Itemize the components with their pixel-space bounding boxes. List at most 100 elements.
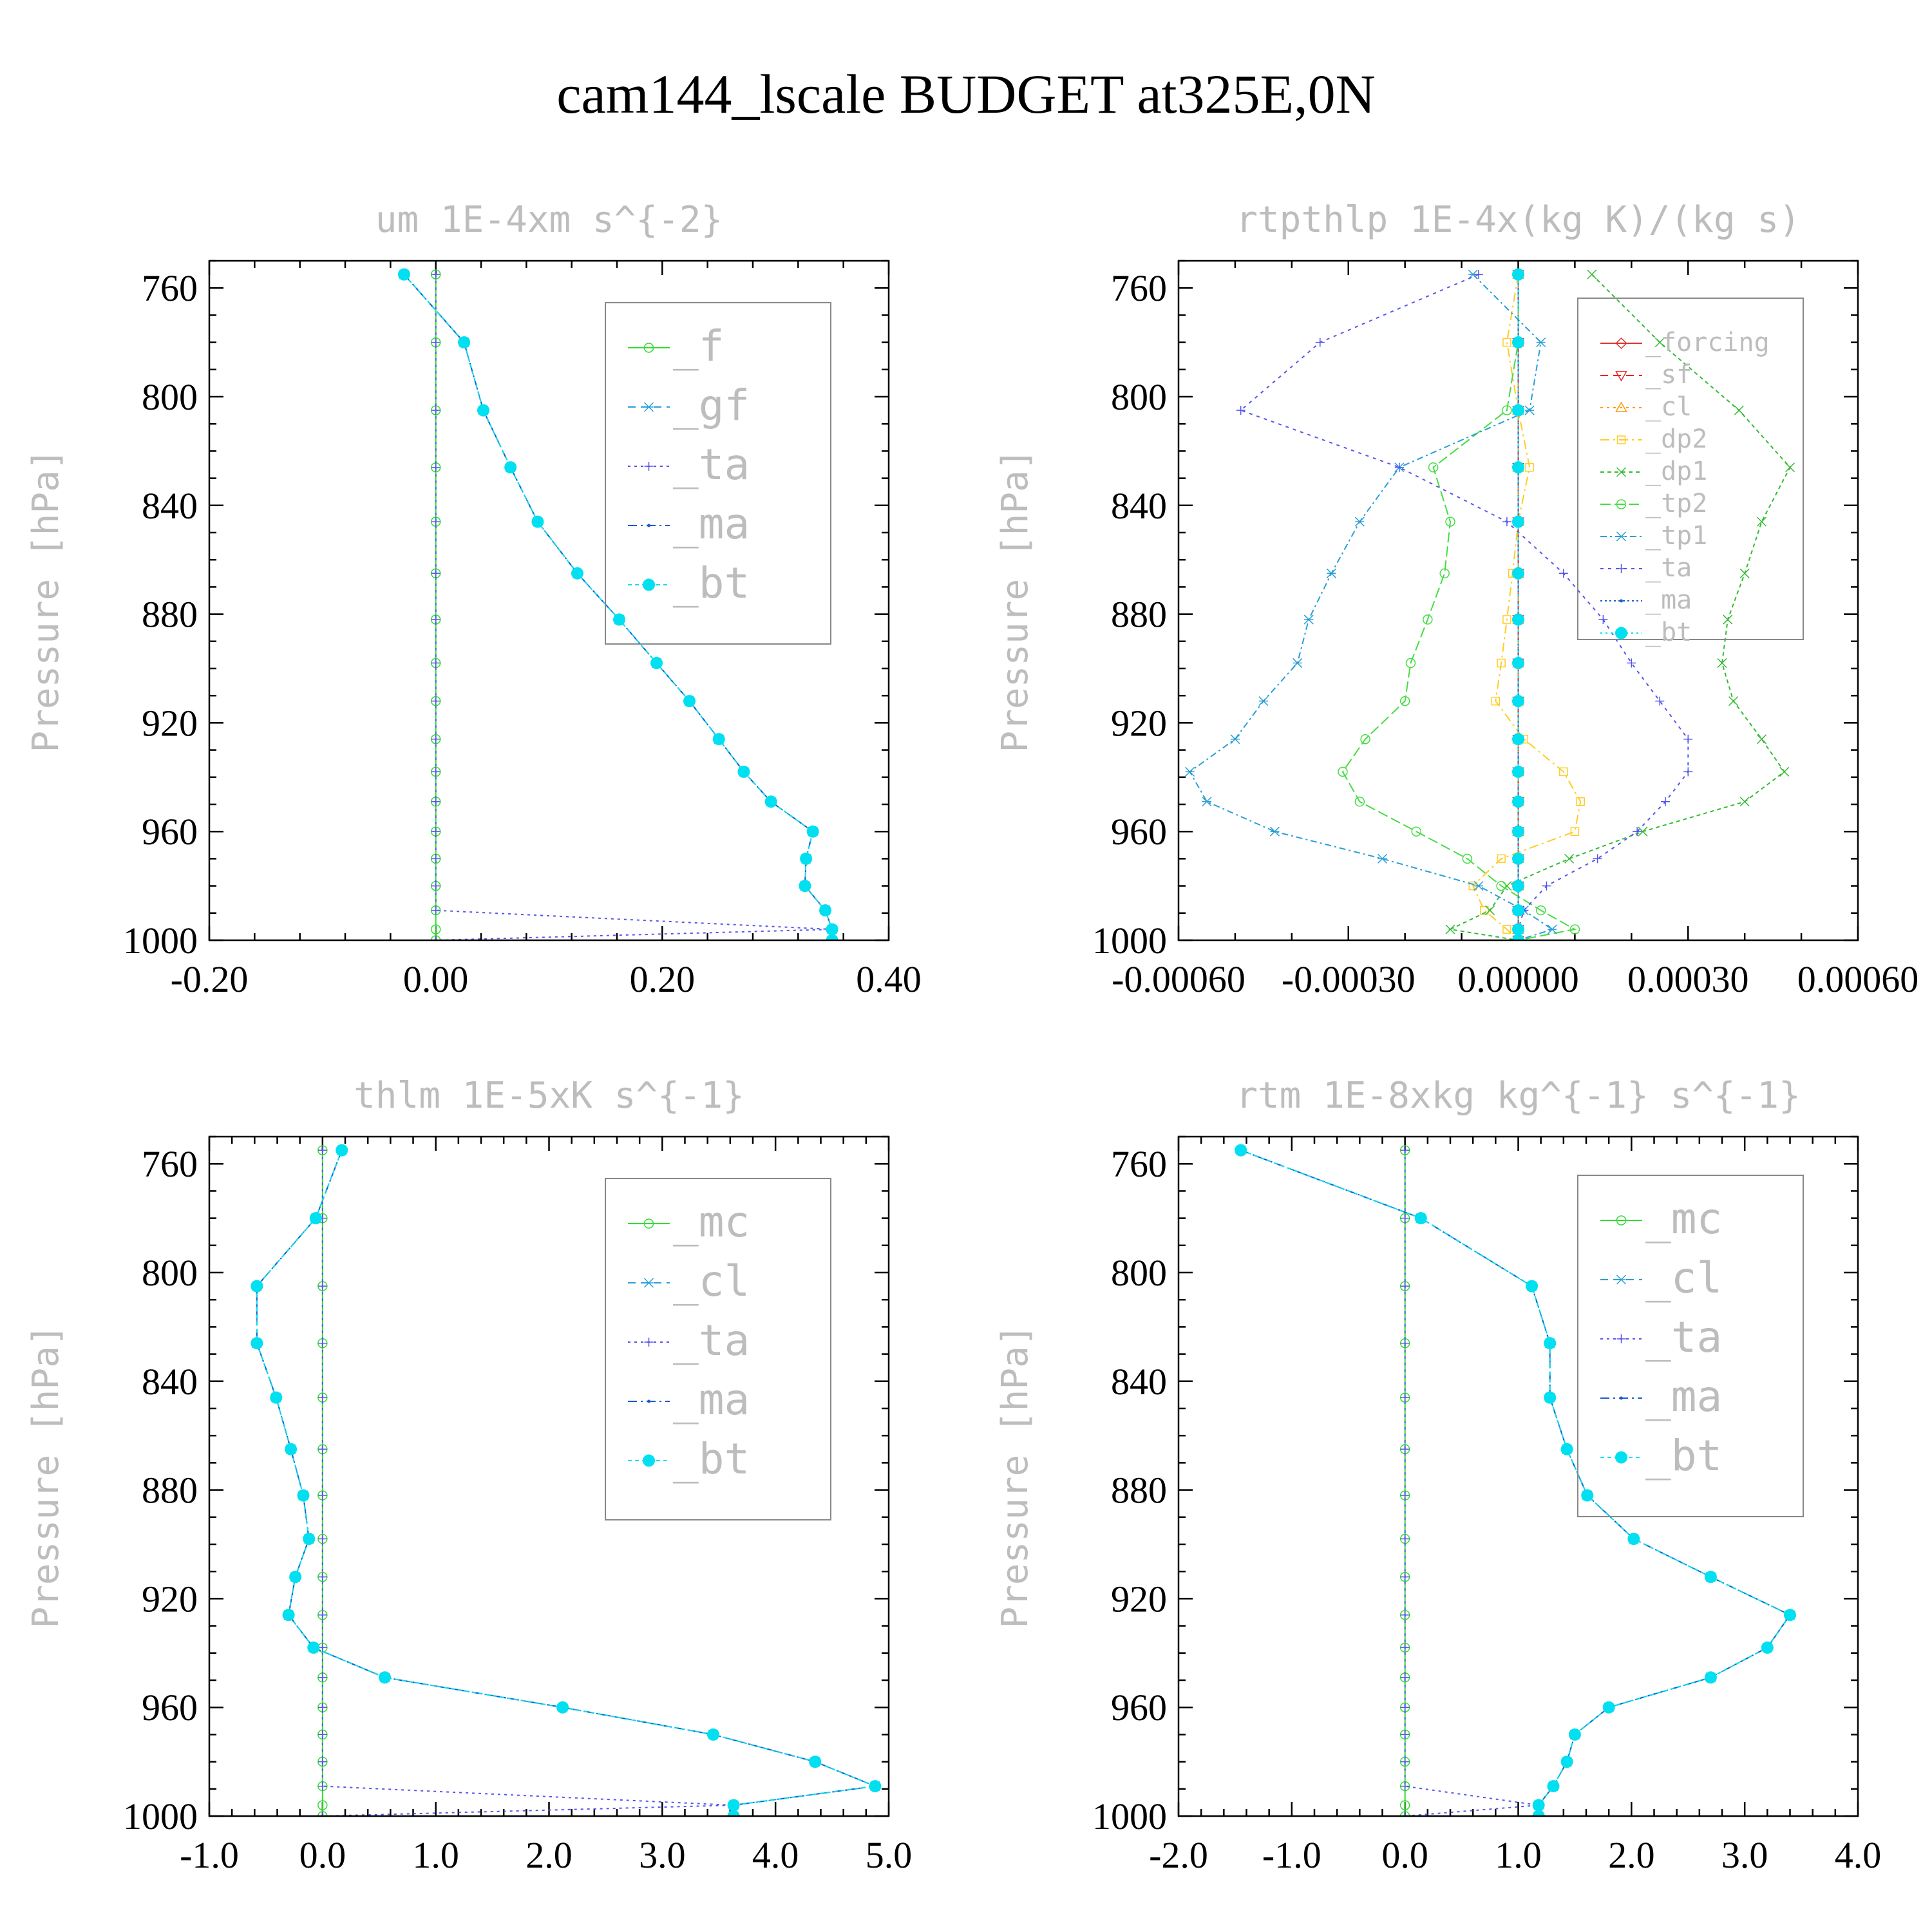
y-axis-label: Pressure [hPa] xyxy=(25,1324,67,1628)
data-point xyxy=(1326,568,1336,578)
y-tick-label: 960 xyxy=(1111,811,1167,853)
data-point xyxy=(1654,337,1665,348)
data-point xyxy=(1473,881,1484,891)
data-point xyxy=(727,1810,740,1816)
data-point xyxy=(307,1641,320,1654)
x-tick-label: 1.0 xyxy=(1495,1834,1542,1876)
series-line xyxy=(256,1150,878,1816)
data-point xyxy=(1338,766,1348,777)
data-point xyxy=(826,934,838,940)
data-point xyxy=(1400,1572,1410,1582)
data-point xyxy=(1502,881,1512,891)
data-point xyxy=(431,696,440,706)
data-point xyxy=(1485,905,1495,916)
data-point xyxy=(1717,658,1727,668)
data-point xyxy=(1560,1756,1573,1768)
data-point xyxy=(431,337,440,347)
y-tick-label: 760 xyxy=(142,267,198,309)
data-point xyxy=(1593,854,1602,864)
data-point xyxy=(431,936,440,940)
data-point xyxy=(1400,1444,1410,1454)
plot-frame xyxy=(1177,1135,1859,1817)
data-point xyxy=(317,1146,327,1155)
data-point xyxy=(1512,795,1524,808)
data-point xyxy=(1185,766,1195,777)
data-point xyxy=(1377,853,1388,864)
data-point xyxy=(504,461,517,474)
data-point xyxy=(1728,696,1739,706)
legend: _mc _cl _ta _ma _bt xyxy=(1577,1175,1804,1517)
data-point xyxy=(1512,923,1524,936)
legend-label: _bt xyxy=(1645,618,1692,647)
data-point xyxy=(1423,614,1433,625)
data-point xyxy=(1526,1280,1539,1293)
y-axis-label: Pressure [hPa] xyxy=(994,448,1036,752)
y-tick-label: 840 xyxy=(1111,485,1167,527)
chart-panel-1: um 1E-4xm s^{-2} Pressure [hPa] 760 800 840 8… xyxy=(25,199,922,1000)
series-ma xyxy=(255,1148,878,1816)
data-point xyxy=(1512,461,1524,474)
x-tick-label: -1.0 xyxy=(1262,1834,1321,1876)
data-point xyxy=(1502,615,1511,624)
data-point xyxy=(1779,766,1790,777)
data-point xyxy=(1480,905,1489,915)
data-point xyxy=(1535,905,1546,916)
data-point xyxy=(571,567,583,580)
data-point xyxy=(431,734,440,744)
data-point xyxy=(1661,797,1671,806)
legend-label: _tp1 xyxy=(1645,521,1707,551)
data-point xyxy=(1739,568,1750,578)
data-point xyxy=(1400,1672,1410,1682)
legend-label: _bt xyxy=(673,1434,750,1484)
legend-marker xyxy=(1615,337,1627,350)
legend-label: _ma xyxy=(1645,585,1692,615)
data-point xyxy=(1303,614,1314,625)
data-point xyxy=(1502,925,1511,934)
data-point xyxy=(1547,924,1557,934)
panel-title: um 1E-4xm s^{-2} xyxy=(375,199,723,241)
data-point xyxy=(800,852,813,865)
data-point xyxy=(1462,853,1473,864)
legend-label: _mc xyxy=(1645,1194,1722,1244)
legend-marker xyxy=(1616,435,1626,444)
data-point xyxy=(1704,1571,1717,1584)
data-point xyxy=(1525,462,1534,472)
y-axis-label: Pressure [hPa] xyxy=(994,1324,1036,1628)
data-point xyxy=(1491,696,1501,706)
data-point xyxy=(806,825,819,838)
data-point xyxy=(1564,853,1575,864)
data-point xyxy=(1400,1146,1410,1155)
data-point xyxy=(1544,1337,1557,1350)
y-axis-label: Pressure [hPa] xyxy=(25,448,67,752)
legend: _mc _cl _ta _ma _bt xyxy=(605,1178,831,1520)
data-point xyxy=(317,1672,327,1682)
legend-label: _sf xyxy=(1645,360,1692,390)
series-line xyxy=(321,1150,734,1816)
series-ma xyxy=(402,272,834,940)
data-point xyxy=(1785,462,1795,473)
panel-title: rtm 1E-8xkg kg^{-1} s^{-1} xyxy=(1236,1075,1801,1117)
data-point xyxy=(1512,825,1524,838)
y-tick-label: 920 xyxy=(142,1578,198,1620)
y-tick-label: 760 xyxy=(1111,267,1167,309)
legend-marker xyxy=(1615,371,1627,382)
legend-marker xyxy=(1615,401,1627,412)
data-point xyxy=(1602,1701,1615,1714)
data-point xyxy=(1202,797,1212,807)
data-point xyxy=(379,1671,392,1684)
x-tick-label: 4.0 xyxy=(1835,1834,1882,1876)
data-point xyxy=(819,904,832,917)
series-line xyxy=(1189,274,1554,940)
y-tick-label: 760 xyxy=(1111,1143,1167,1185)
series-line xyxy=(1341,274,1577,940)
data-point xyxy=(1559,767,1568,777)
data-point xyxy=(1354,516,1365,527)
data-point xyxy=(1400,1393,1410,1403)
panel-title: thlm 1E-5xK s^{-1} xyxy=(354,1075,744,1117)
data-point xyxy=(1502,405,1512,415)
data-point xyxy=(1411,826,1421,837)
plot-area xyxy=(251,1144,882,1816)
data-point xyxy=(1502,337,1511,347)
data-point xyxy=(458,336,471,349)
y-tick-label: 800 xyxy=(1111,1252,1167,1294)
